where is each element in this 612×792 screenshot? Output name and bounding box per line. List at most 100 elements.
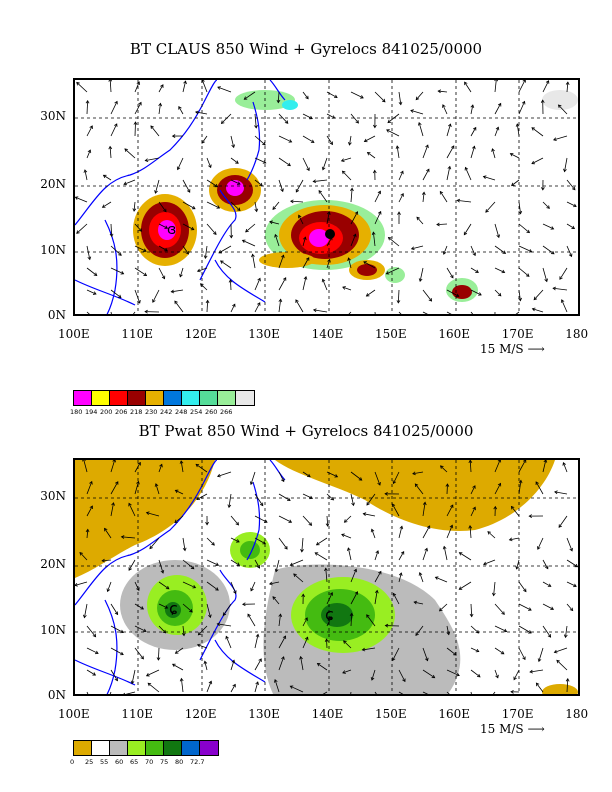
wind-arrow xyxy=(398,193,404,203)
wind-arrow xyxy=(110,625,124,633)
wind-arrow-head xyxy=(138,101,142,106)
wind-arrow-head xyxy=(289,685,294,689)
panel-1-lon-label: 180 xyxy=(565,327,589,341)
wind-arrow xyxy=(86,245,91,260)
wind-arrow xyxy=(392,503,400,517)
wind-arrow xyxy=(254,634,259,649)
wind-arrow xyxy=(230,660,235,671)
wind-arrow-head xyxy=(442,545,447,550)
panel-2-lon-label: 160E xyxy=(438,707,471,721)
wind-arrow-head xyxy=(303,276,308,280)
wind-arrow xyxy=(566,201,577,207)
wind-arrow-head xyxy=(438,607,443,612)
wind-arrow-head xyxy=(120,629,124,634)
wind-arrow-head xyxy=(331,115,336,119)
wind-arrow xyxy=(76,223,88,234)
panel-1-lon-label: 130E xyxy=(248,327,280,341)
wind-arrow xyxy=(443,546,448,561)
wind-arrow xyxy=(254,559,260,569)
wind-arrow-head xyxy=(573,203,577,208)
colorbar-label: 72.7 xyxy=(190,758,205,766)
wind-arrow xyxy=(386,267,400,275)
wind-arrow xyxy=(470,691,472,694)
wind-arrow-head xyxy=(563,168,567,173)
wind-arrow-head xyxy=(250,587,254,592)
wind-arrow xyxy=(110,101,118,115)
wind-arrow xyxy=(463,223,472,235)
wind-arrow xyxy=(322,279,328,291)
wind-arrow-head xyxy=(354,591,359,595)
wind-arrow-head xyxy=(475,629,480,634)
wind-arrow-head xyxy=(545,80,550,84)
wind-arrow-head xyxy=(391,503,396,508)
wind-arrow-head xyxy=(421,191,426,196)
wind-arrow xyxy=(250,581,256,591)
wind-arrow-head xyxy=(450,274,454,279)
colorbar-label: 230 xyxy=(145,408,158,416)
panel-2-lon-label: 100E xyxy=(58,707,90,721)
wind-arrow-head xyxy=(302,236,307,241)
wind-arrow xyxy=(494,603,505,615)
wind-arrow xyxy=(518,80,526,93)
wind-arrow xyxy=(418,122,424,137)
wind-arrow xyxy=(278,537,288,550)
wind-arrow-head xyxy=(106,588,111,593)
wind-arrow xyxy=(254,493,264,506)
wind-arrow-head xyxy=(276,99,281,104)
wind-arrow xyxy=(342,170,352,181)
wind-arrow-head xyxy=(287,497,291,501)
wind-arrow-head xyxy=(205,521,209,526)
wind-arrow-head xyxy=(236,539,240,543)
panel-2-gridlines xyxy=(75,460,578,694)
wind-arrow xyxy=(128,503,136,517)
wind-arrow-head xyxy=(185,250,189,255)
wind-arrow xyxy=(398,91,402,105)
wind-arrow-head xyxy=(400,192,404,197)
wind-arrow xyxy=(134,289,141,304)
wind-arrow xyxy=(397,289,400,303)
wind-arrow xyxy=(230,684,236,693)
wind-arrow xyxy=(347,547,352,561)
colorbar-label: 194 xyxy=(85,408,98,416)
wind-arrow xyxy=(152,289,160,303)
panel-1-lon-label: 100E xyxy=(58,327,90,341)
wind-arrow-head xyxy=(315,541,320,546)
wind-arrow xyxy=(516,559,520,570)
wind-arrow-head xyxy=(258,658,262,662)
wind-arrow xyxy=(155,179,160,194)
wind-arrow-head xyxy=(310,139,315,143)
wind-arrow-head xyxy=(545,565,549,570)
wind-arrow-head xyxy=(112,460,116,463)
wind-arrow xyxy=(398,311,402,314)
wind-arrow xyxy=(302,257,310,269)
wind-arrow-head xyxy=(537,546,541,550)
wind-arrow-head xyxy=(318,190,322,194)
panel-1-lat-0n: 0N xyxy=(47,308,66,322)
wind-arrow-head xyxy=(370,677,375,681)
wind-arrow-head xyxy=(346,547,351,551)
wind-arrow-head xyxy=(164,225,169,229)
wind-arrow xyxy=(110,603,118,615)
wind-arrow-head xyxy=(150,125,154,129)
wind-arrow xyxy=(75,196,88,203)
wind-arrow xyxy=(195,111,208,115)
wind-arrow-head xyxy=(243,96,248,100)
wind-arrow-head xyxy=(402,678,406,683)
wind-arrow xyxy=(531,157,544,164)
wind-arrow xyxy=(532,308,544,313)
colorbar-swatch xyxy=(182,741,200,755)
wind-arrow xyxy=(278,157,291,167)
wind-arrow xyxy=(110,460,116,473)
wind-arrow-head xyxy=(262,540,267,545)
wind-arrow xyxy=(366,289,376,297)
wind-arrow-head xyxy=(143,248,147,252)
wind-arrow xyxy=(566,603,574,611)
panel-2-lat-20n: 20N xyxy=(40,557,66,571)
wind-arrow xyxy=(86,647,99,654)
wind-arrow-head xyxy=(220,120,225,125)
wind-arrow xyxy=(374,311,376,314)
wind-arrow xyxy=(110,481,119,495)
wind-arrow-head xyxy=(528,249,533,253)
wind-arrow-head xyxy=(521,100,526,105)
wind-arrow-head xyxy=(114,611,119,616)
